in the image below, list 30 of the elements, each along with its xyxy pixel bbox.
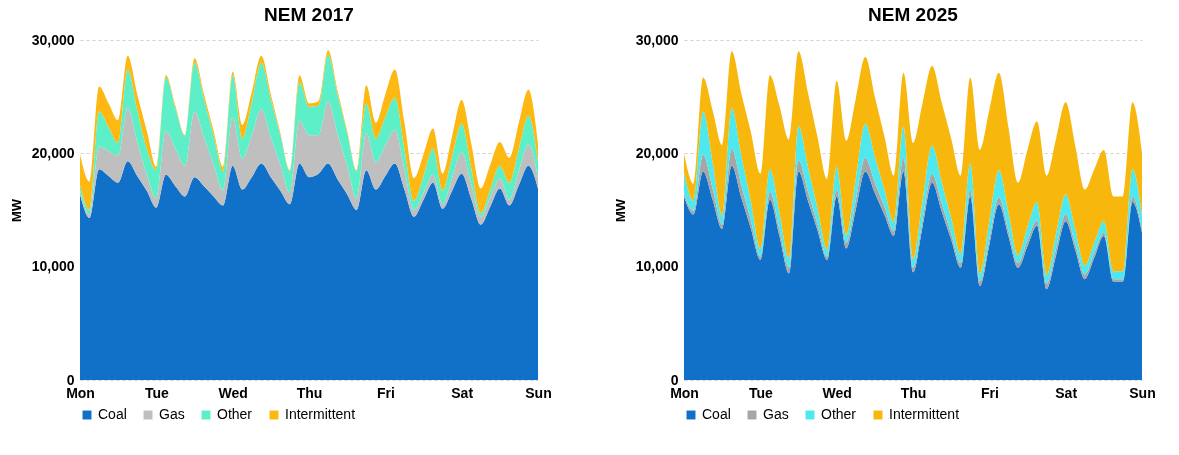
x-tick-label: Sat	[451, 384, 474, 401]
x-tick-label: Sun	[525, 384, 552, 401]
x-tick-label: Thu	[296, 384, 323, 401]
chart-title: NEM 2017	[264, 4, 354, 25]
x-tick-label: Sat	[1055, 384, 1078, 401]
y-axis-title: MW	[612, 198, 628, 223]
legend-label: Gas	[159, 406, 185, 422]
legend-label: Coal	[702, 406, 731, 422]
y-tick-label: 30,000	[635, 31, 679, 48]
x-tick-label: Fri	[980, 384, 999, 401]
legend-label: Other	[217, 406, 253, 422]
x-tick-label: Wed	[822, 384, 852, 401]
x-tick-label: Fri	[376, 384, 395, 401]
x-tick-label: Tue	[144, 384, 169, 401]
y-tick-label: 20,000	[31, 144, 75, 161]
x-tick-label: Wed	[218, 384, 248, 401]
chart-title: NEM 2025	[868, 4, 959, 25]
y-tick-label: 20,000	[635, 144, 679, 161]
legend-label: Coal	[98, 406, 127, 422]
legend-label: Intermittent	[889, 406, 960, 422]
x-tick-label: Tue	[748, 384, 773, 401]
legend-label: Gas	[763, 406, 789, 422]
legend-label: Intermittent	[285, 406, 356, 422]
y-axis-title: MW	[8, 198, 24, 223]
y-tick-label: 10,000	[31, 258, 75, 275]
x-tick-label: Thu	[900, 384, 927, 401]
legend-label: Other	[821, 406, 857, 422]
y-tick-label: 30,000	[31, 31, 75, 48]
y-tick-label: 10,000	[635, 258, 679, 275]
x-tick-label: Sun	[1129, 384, 1156, 401]
